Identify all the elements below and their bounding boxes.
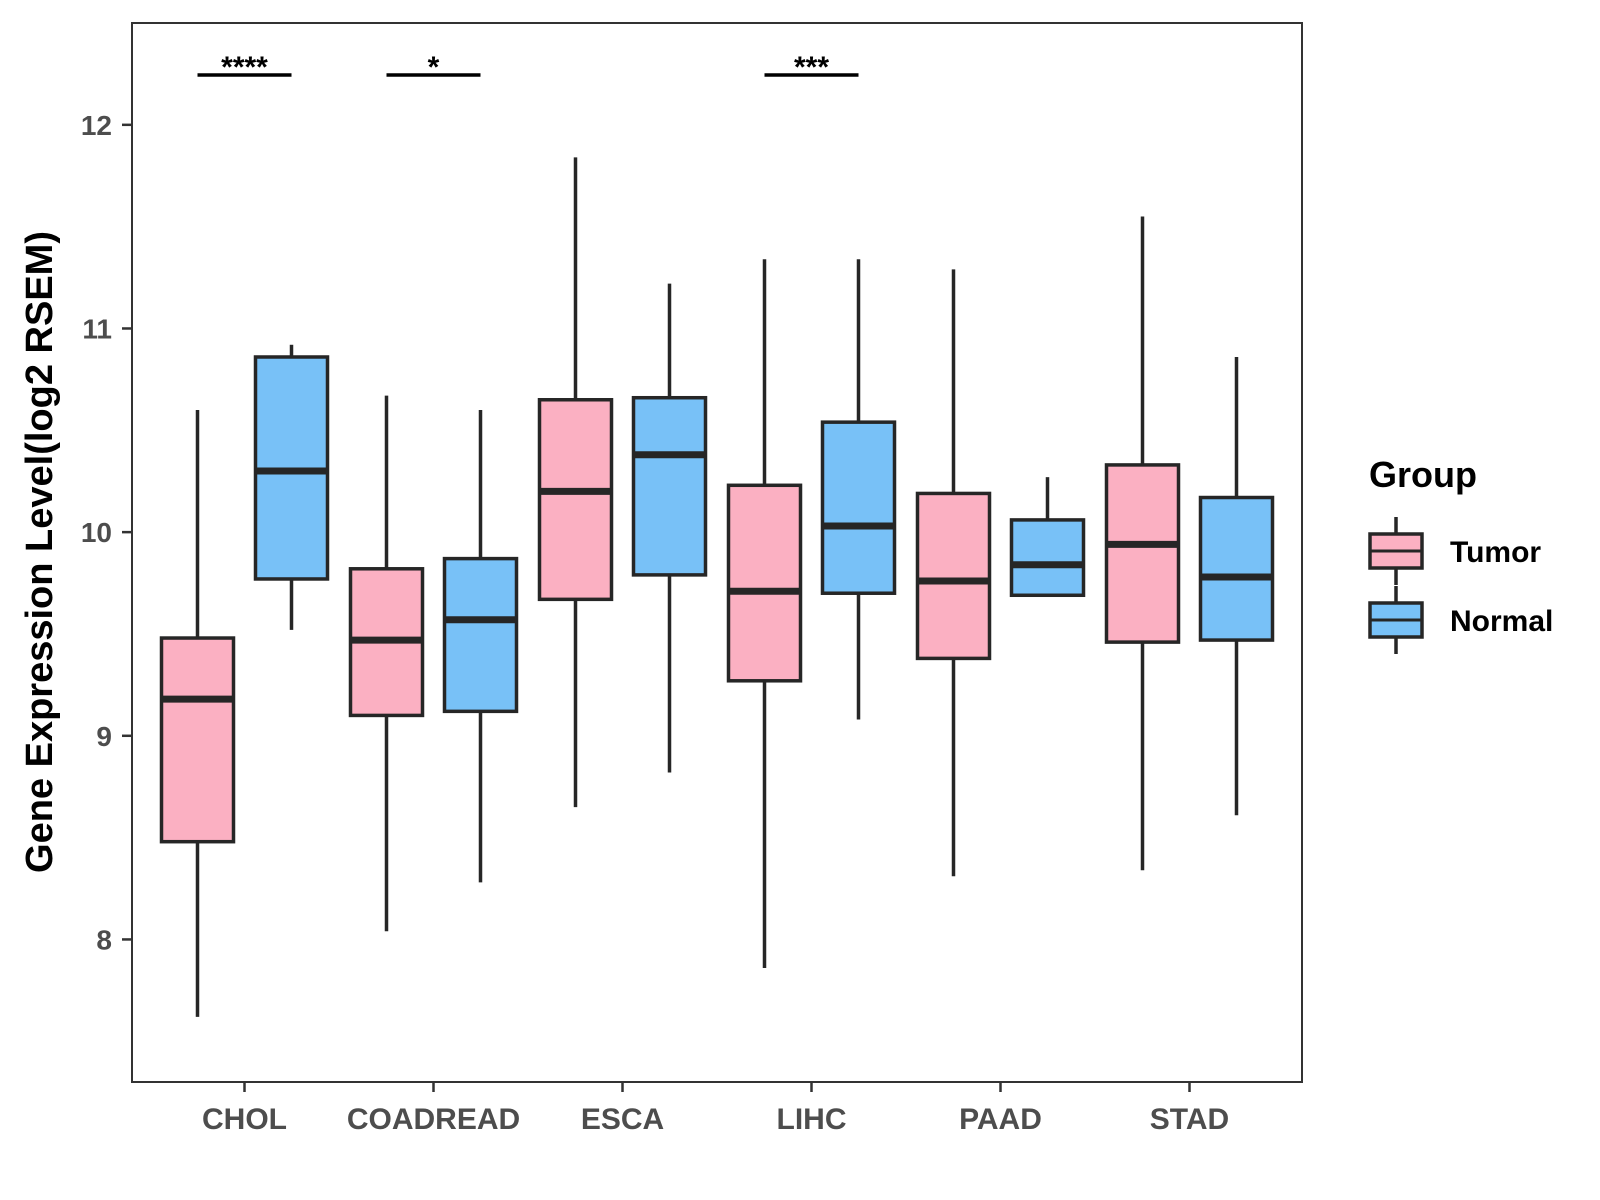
y-tick-label: 12 [81,110,112,141]
box-iqr [820,420,897,595]
x-tick-label: CHOL [202,1103,287,1136]
chart-axes: 8 9 10 11 12 CHOL COADREAD ESCA LIHC PAAD STAD [81,110,1229,1136]
legend: Group Tumor Normal [1368,454,1553,654]
box-paad-normal [1009,477,1086,598]
legend-label: Tumor [1450,536,1541,569]
x-tick-label: PAAD [959,1103,1042,1136]
x-tick-label: ESCA [581,1103,664,1136]
plot-panel-border [131,22,1303,1083]
x-tick-label: COADREAD [347,1103,520,1136]
box-iqr [915,491,992,661]
significance-coadread: * [386,51,481,84]
box-iqr [537,398,614,602]
box-iqr [159,636,236,844]
significance-label: *** [794,51,829,84]
legend-item-tumor: Tumor [1368,517,1541,585]
box-iqr [1198,495,1275,642]
box-iqr [631,395,708,577]
x-tick-label: STAD [1150,1103,1229,1136]
box-paad-tumor [915,269,992,877]
x-tick-label: LIHC [777,1103,847,1136]
box-coadread-normal [442,409,519,883]
box-coadread-tumor [348,395,425,932]
box-iqr [726,483,803,683]
y-tick-label: 9 [96,721,112,752]
y-tick-label: 10 [81,517,112,548]
significance-label: **** [221,51,268,84]
box-iqr [442,556,519,714]
significance-lihc: *** [764,51,859,84]
significance-label: * [428,51,440,84]
box-stad-normal [1198,356,1275,816]
legend-item-normal: Normal [1368,586,1553,654]
box-chol-tumor [159,409,236,1017]
significance-chol: **** [197,51,292,84]
box-lihc-normal [820,259,897,720]
y-axis-label: Gene Expression Level(log2 RSEM) [19,231,61,873]
box-esca-normal [631,283,708,773]
box-iqr [1009,518,1086,598]
box-iqr [1104,463,1181,644]
chart-marks: **** * *** [159,51,1275,1017]
legend-title: Group [1369,454,1477,495]
y-tick-label: 8 [96,924,112,955]
box-chol-normal [253,344,330,630]
legend-label: Normal [1450,605,1553,638]
box-esca-tumor [537,157,614,808]
box-stad-tumor [1104,216,1181,871]
box-lihc-tumor [726,259,803,968]
y-tick-label: 11 [82,313,112,344]
